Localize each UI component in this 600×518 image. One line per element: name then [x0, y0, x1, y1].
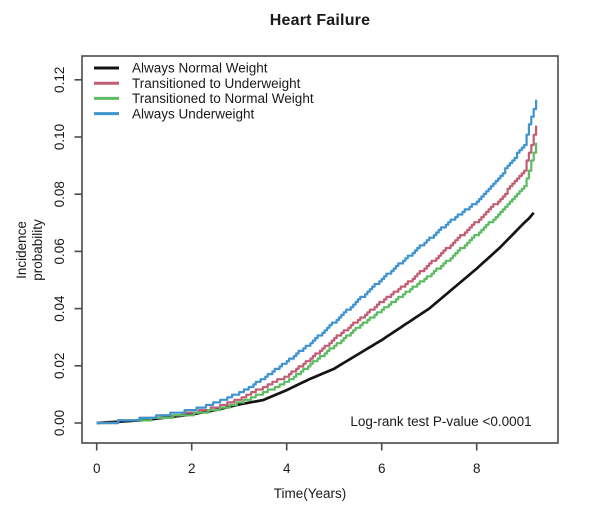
series-line-always-underweight [96, 99, 538, 425]
x-tick-label: 4 [283, 461, 291, 476]
y-tick-label: 0.02 [52, 353, 67, 379]
y-tick-label: 0.00 [52, 410, 67, 436]
plot-box [81, 55, 559, 444]
series-line-transitioned-to-underweight [96, 125, 538, 425]
chart-title: Heart Failure [269, 12, 371, 29]
x-tick-label: 6 [378, 461, 386, 476]
y-tick-label: 0.12 [52, 67, 67, 93]
legend-label-transitioned-to-normal-weight: Transitioned to Normal Weight [132, 91, 314, 106]
x-axis-title: Time(Years) [273, 486, 347, 501]
y-tick-label: 0.10 [52, 124, 67, 150]
y-tick-label: 0.06 [52, 238, 67, 264]
x-tick-label: 2 [188, 461, 196, 476]
y-tick-label: 0.08 [52, 181, 67, 207]
x-tick-label: 8 [473, 461, 481, 476]
series-line-transitioned-to-normal-weight [96, 142, 538, 425]
legend-label-transitioned-to-underweight: Transitioned to Underweight [132, 76, 301, 91]
legend-label-always-normal-weight: Always Normal Weight [132, 61, 268, 76]
y-tick-label: 0.04 [52, 295, 67, 322]
legend-label-always-underweight: Always Underweight [132, 106, 255, 121]
annotation: Log-rank test P-value <0.0001 [350, 414, 532, 429]
x-tick-label: 0 [93, 461, 101, 476]
